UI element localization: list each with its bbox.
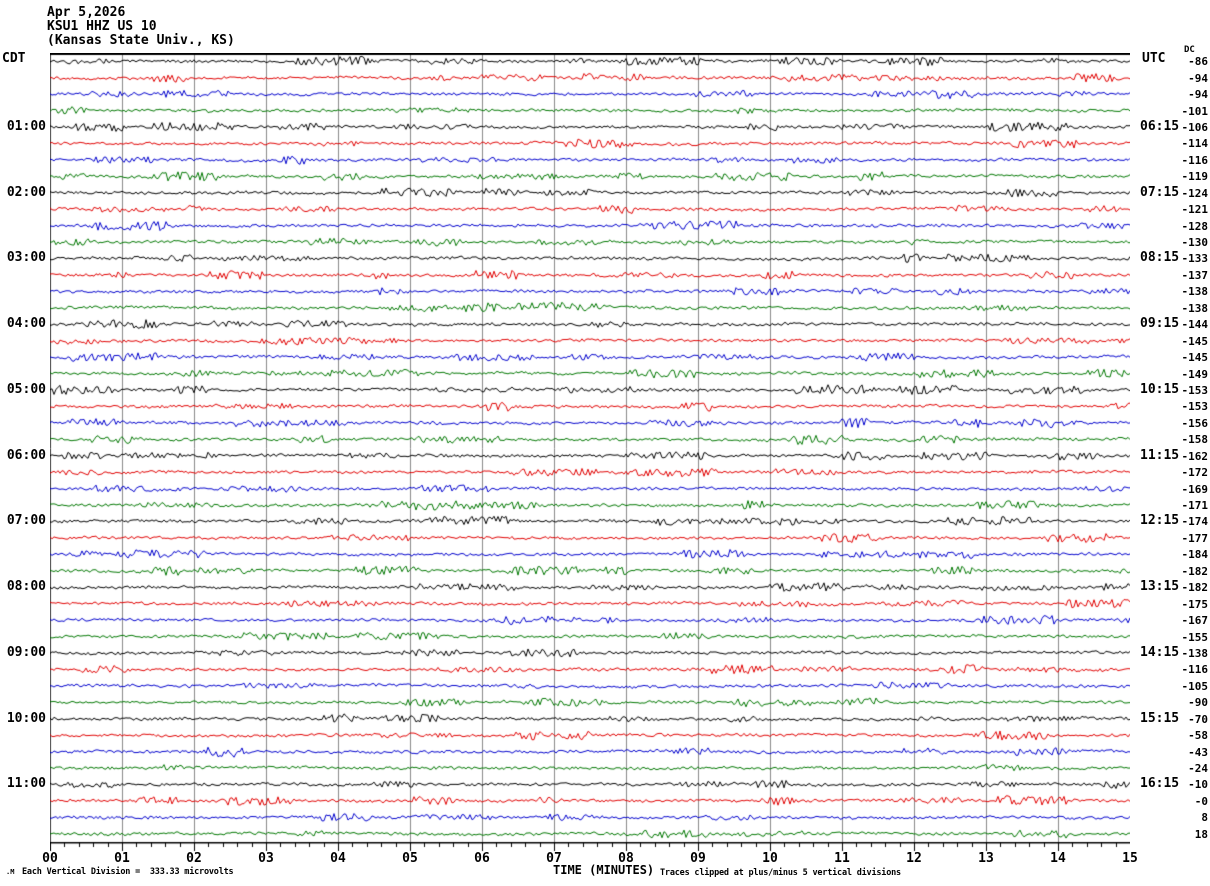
left-hour-label: 03:00 <box>6 250 46 266</box>
dc-offset-value: -94 <box>1188 71 1208 85</box>
left-hour-label: 10:00 <box>6 710 46 726</box>
dc-offset-value: -94 <box>1188 88 1208 102</box>
clip-note: Traces clipped at plus/minus 5 vertical … <box>660 868 901 878</box>
dc-offset-value: -138 <box>1181 301 1209 315</box>
x-axis-tick-label: 07 <box>546 851 562 866</box>
dc-offset-value: -124 <box>1181 186 1209 200</box>
x-axis-tick-label: 05 <box>402 851 418 866</box>
dc-offset-value: -116 <box>1181 663 1209 677</box>
x-axis-tick-label: 15 <box>1122 851 1138 866</box>
title-location: (Kansas State Univ., KS) <box>47 33 235 48</box>
dc-offset-value: -101 <box>1181 104 1209 118</box>
left-hour-label: 06:00 <box>6 447 46 463</box>
right-utc-label: 14:15 <box>1140 644 1180 660</box>
right-utc-label: 09:15 <box>1140 316 1180 332</box>
left-hour-label: 04:00 <box>6 316 46 332</box>
dc-offset-value: -145 <box>1181 351 1209 365</box>
scale-note: Each Vertical Division = 333.33 microvol… <box>22 867 234 877</box>
dc-offset-value: -171 <box>1181 499 1209 513</box>
dc-offset-value: -182 <box>1181 581 1209 595</box>
right-utc-label: 07:15 <box>1140 184 1180 200</box>
dc-offset-value: -58 <box>1188 729 1208 743</box>
title-station: KSU1 HHZ US 10 <box>47 19 157 34</box>
dc-offset-value: 8 <box>1201 811 1208 825</box>
title-date: Apr 5,2026 <box>47 5 126 20</box>
dc-offset-value: -184 <box>1181 548 1209 562</box>
right-utc-label: 16:15 <box>1140 776 1180 792</box>
dc-offset-value: -174 <box>1181 515 1209 529</box>
x-axis-tick-label: 09 <box>690 851 706 866</box>
dc-offset-value: -116 <box>1181 153 1209 167</box>
right-utc-label: 15:15 <box>1140 710 1180 726</box>
dc-offset-value: -144 <box>1181 318 1209 332</box>
dc-offset-value: -70 <box>1188 712 1208 726</box>
dc-offset-value: -177 <box>1181 531 1209 545</box>
left-hour-label: 11:00 <box>6 776 46 792</box>
x-axis-tick-label: 14 <box>1050 851 1066 866</box>
dc-offset-value: -158 <box>1181 433 1209 447</box>
right-utc-label: 12:15 <box>1140 513 1180 529</box>
left-hour-label: 09:00 <box>6 644 46 660</box>
x-axis-title: TIME (MINUTES) <box>553 863 655 877</box>
x-axis-tick-label: 03 <box>258 851 274 866</box>
dc-offset-value: -155 <box>1181 630 1209 644</box>
x-axis-tick-label: 12 <box>906 851 922 866</box>
dc-offset-value: -153 <box>1181 400 1209 414</box>
dc-offset-value: -138 <box>1181 285 1209 299</box>
x-axis-tick-label: 04 <box>330 851 346 866</box>
dc-offset-value: -86 <box>1188 55 1208 69</box>
dc-offset-value: -182 <box>1181 564 1209 578</box>
dc-offset-value: -133 <box>1181 252 1209 266</box>
left-hour-label: 08:00 <box>6 579 46 595</box>
left-hour-label: 07:00 <box>6 513 46 529</box>
x-axis-tick-label: 06 <box>474 851 490 866</box>
x-axis-tick-label: 11 <box>834 851 850 866</box>
x-axis-tick-label: 02 <box>186 851 202 866</box>
dc-offset-value: -175 <box>1181 597 1209 611</box>
left-hour-label: 02:00 <box>6 184 46 200</box>
dc-offset-value: -137 <box>1181 268 1209 282</box>
dc-offset-value: -24 <box>1188 762 1208 776</box>
dc-offset-value: -0 <box>1194 794 1208 808</box>
right-utc-label: 08:15 <box>1140 250 1180 266</box>
dc-offset-value: -167 <box>1181 614 1209 628</box>
right-timezone-header: UTC <box>1142 51 1166 66</box>
left-hour-label: 01:00 <box>6 118 46 134</box>
dc-offset-value: -106 <box>1181 120 1209 134</box>
right-utc-label: 13:15 <box>1140 579 1180 595</box>
left-hour-label: 05:00 <box>6 381 46 397</box>
dc-offset-value: -145 <box>1181 334 1209 348</box>
right-utc-label: 11:15 <box>1140 447 1180 463</box>
dc-offset-value: -153 <box>1181 383 1209 397</box>
dc-offset-value: -105 <box>1181 679 1209 693</box>
right-utc-label: 10:15 <box>1140 381 1180 397</box>
dc-offset-value: -114 <box>1181 137 1209 151</box>
x-axis-tick-label: 00 <box>42 851 58 866</box>
right-utc-label: 06:15 <box>1140 118 1180 134</box>
dc-offset-value: 18 <box>1194 827 1208 841</box>
x-axis-tick-label: 10 <box>762 851 778 866</box>
helicorder-traces-canvas <box>50 53 1130 855</box>
dc-offset-value: -172 <box>1181 466 1209 480</box>
dc-offset-value: -10 <box>1188 778 1208 792</box>
watermark-glyph: .M <box>6 868 15 876</box>
dc-offset-value: -169 <box>1181 482 1209 496</box>
x-axis-tick-label: 08 <box>618 851 634 866</box>
left-timezone-header: CDT <box>2 51 26 66</box>
dc-offset-value: -162 <box>1181 449 1209 463</box>
x-axis-tick-label: 01 <box>114 851 130 866</box>
x-axis-tick-label: 13 <box>978 851 994 866</box>
dc-offset-value: -130 <box>1181 236 1209 250</box>
dc-offset-value: -149 <box>1181 367 1209 381</box>
dc-offset-value: -138 <box>1181 646 1209 660</box>
dc-offset-value: -119 <box>1181 170 1209 184</box>
dc-offset-value: -156 <box>1181 416 1209 430</box>
dc-offset-value: -43 <box>1188 745 1208 759</box>
dc-offset-value: -128 <box>1181 219 1209 233</box>
dc-offset-value: -90 <box>1188 696 1208 710</box>
dc-column-header: DC <box>1184 45 1195 55</box>
dc-offset-value: -121 <box>1181 203 1209 217</box>
